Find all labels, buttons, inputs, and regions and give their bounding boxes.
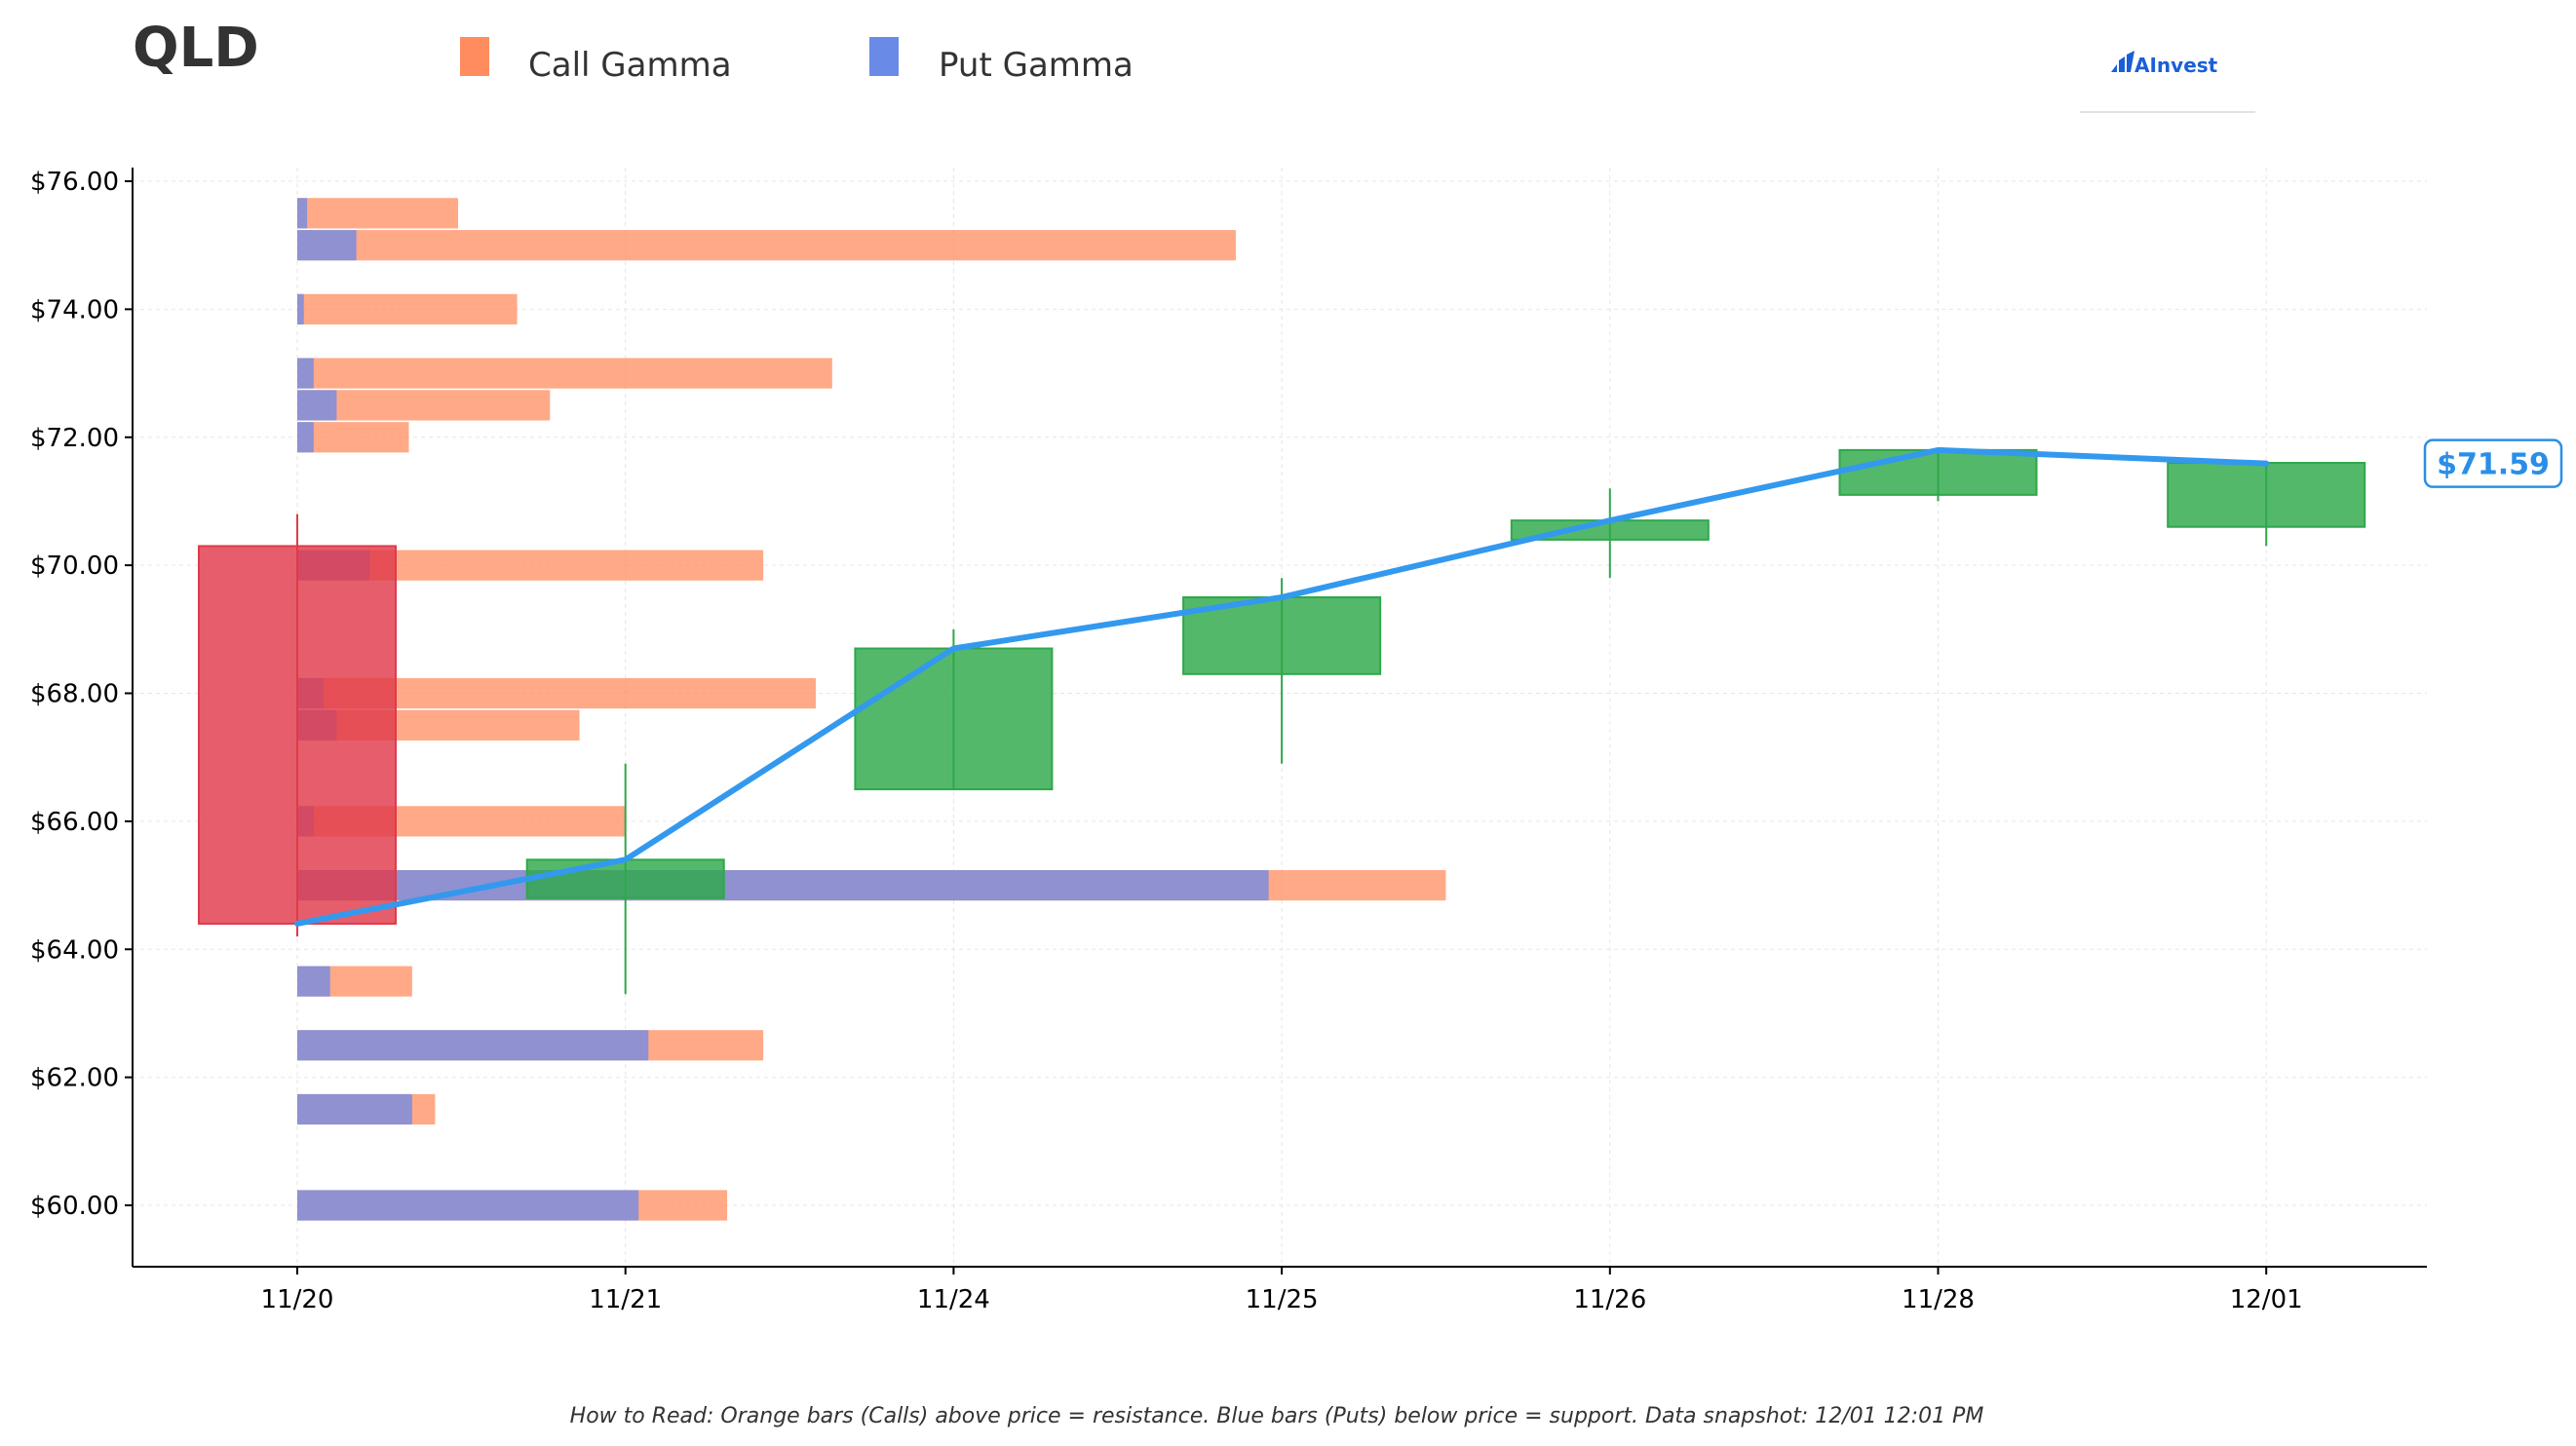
y-tick-label: $74.00: [30, 295, 119, 324]
candle-up: [525, 858, 725, 899]
call-gamma-bar: [297, 390, 551, 421]
call-gamma-bar: [297, 358, 832, 389]
x-tick-label: 11/25: [1246, 1285, 1319, 1314]
call-gamma-bar: [297, 422, 409, 453]
put-gamma-bar: [297, 230, 357, 261]
axes: [125, 168, 2427, 1275]
y-tick-label: $60.00: [30, 1192, 119, 1221]
put-gamma-bar: [297, 390, 337, 421]
legend-put-swatch: [869, 37, 899, 76]
put-gamma-bar: [297, 358, 314, 389]
put-gamma-bar: [297, 198, 308, 229]
put-gamma-bar: [297, 422, 314, 453]
put-gamma-bar: [297, 293, 304, 324]
legend-put-label: Put Gamma: [939, 46, 1134, 85]
x-tick-label: 11/21: [589, 1285, 662, 1314]
put-gamma-bar: [297, 869, 1269, 901]
call-gamma-bar: [297, 293, 518, 324]
y-tick-label: $64.00: [30, 935, 119, 965]
x-tick-label: 12/01: [2230, 1285, 2303, 1314]
call-gamma-bar: [297, 230, 1236, 261]
last-price-label: $71.59: [2437, 448, 2550, 482]
candle-up: [1838, 448, 2038, 496]
put-gamma-bar: [297, 966, 330, 997]
call-gamma-bar: [297, 198, 458, 229]
candle-down: [197, 545, 398, 925]
y-tick-label: $62.00: [30, 1064, 119, 1093]
candles: [197, 448, 2366, 995]
gamma-bars: [297, 198, 1446, 1221]
legend-call-swatch: [460, 37, 489, 76]
logo-chart-icon: [2111, 51, 2134, 72]
y-tick-label: $66.00: [30, 808, 119, 837]
ainvest-logo: AInvest: [2080, 51, 2255, 113]
last-price-box: [2423, 438, 2563, 488]
tick-labels: $60.00 $62.00 $64.00 $66.00 $68.00 $70.00 $72.…: [30, 168, 2303, 1314]
last-price-tag: $71.59: [2423, 438, 2563, 488]
put-gamma-bar: [297, 1093, 412, 1125]
candle-up: [2167, 462, 2366, 528]
x-tick-label: 11/20: [261, 1285, 334, 1314]
footer-note: How to Read: Orange bars (Calls) above p…: [570, 1404, 1984, 1428]
legend-call-label: Call Gamma: [528, 46, 732, 85]
y-tick-label: $72.00: [30, 424, 119, 453]
x-tick-label: 11/24: [917, 1285, 990, 1314]
y-tick-label: $76.00: [30, 168, 119, 197]
chart-title: QLD: [133, 17, 259, 80]
x-tick-label: 11/28: [1902, 1285, 1975, 1314]
candle-up: [854, 647, 1054, 791]
x-tick-label: 11/26: [1573, 1285, 1646, 1314]
y-tick-label: $68.00: [30, 680, 119, 709]
close-price-line: [294, 446, 2270, 927]
logo-text: AInvest: [2134, 54, 2218, 77]
y-tick-label: $70.00: [30, 552, 119, 581]
put-gamma-bar: [297, 1190, 639, 1221]
close-line: [294, 446, 2270, 927]
put-gamma-bar: [297, 1030, 649, 1061]
